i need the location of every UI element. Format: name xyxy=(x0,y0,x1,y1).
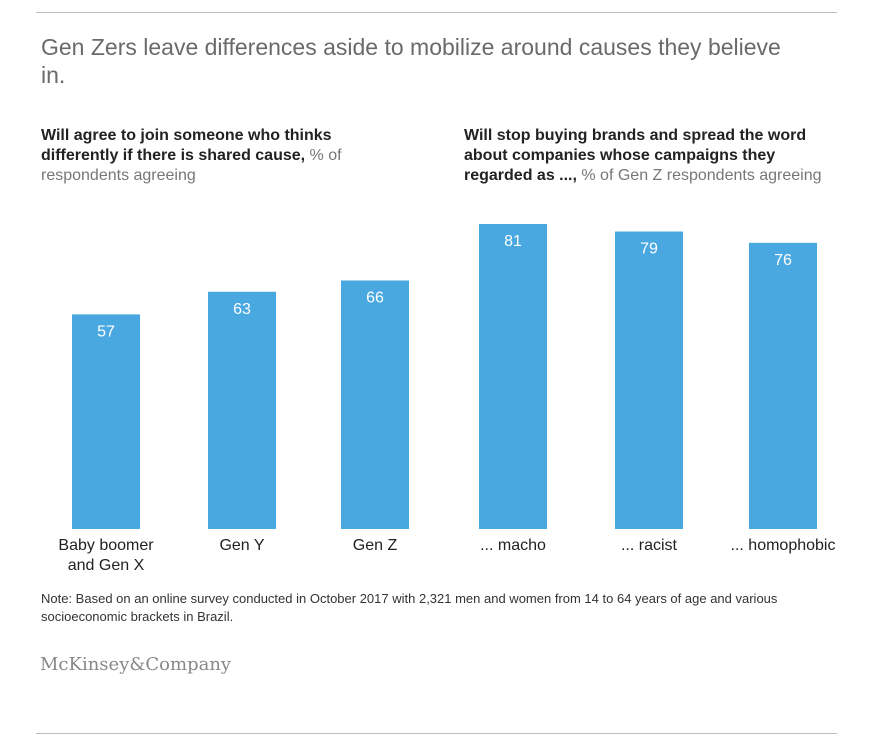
left-heading-unit: % of respondents agreeing xyxy=(41,147,342,184)
right-heading-unit: % of Gen Z respondents agreeing xyxy=(576,167,822,184)
bar xyxy=(341,280,409,529)
footnote: Note: Based on an online survey conducte… xyxy=(41,591,778,624)
right-heading: Will stop buying brands and spread the w… xyxy=(464,126,844,186)
category-label: ... homophobic xyxy=(731,537,836,554)
bar xyxy=(615,231,683,529)
bar-value-label: 63 xyxy=(233,301,251,318)
bar xyxy=(72,314,140,529)
left-heading: Will agree to join someone who thinks di… xyxy=(41,126,381,186)
bar-chart: 57 Baby boomer and Gen X 63 Gen Y 66 Gen Z 81..… xyxy=(58,224,836,574)
bar xyxy=(479,224,547,529)
category-label: ... racist xyxy=(621,537,678,554)
right-heading-bold: Will stop buying brands and spread the w… xyxy=(464,127,807,184)
left-heading-bold: Will agree to join someone who thinks di… xyxy=(41,127,332,164)
bar-value-label: 79 xyxy=(640,241,658,258)
category-label: Gen Y xyxy=(219,537,264,554)
bar xyxy=(749,242,817,530)
category-label: Gen Z xyxy=(353,537,398,554)
bar xyxy=(208,291,276,529)
category-label: ... macho xyxy=(480,537,546,554)
bar-value-label: 76 xyxy=(774,252,792,269)
bottom-rule xyxy=(36,733,837,734)
chart-title: Gen Zers leave differences aside to mobi… xyxy=(41,34,781,88)
category-label: Baby boomer and Gen X xyxy=(58,537,154,574)
mckinsey-logo: McKinsey&Company xyxy=(40,654,232,675)
bar-value-label: 81 xyxy=(504,233,522,250)
top-rule xyxy=(36,12,837,13)
bar-value-label: 57 xyxy=(97,323,115,340)
bar-value-label: 66 xyxy=(366,289,384,306)
